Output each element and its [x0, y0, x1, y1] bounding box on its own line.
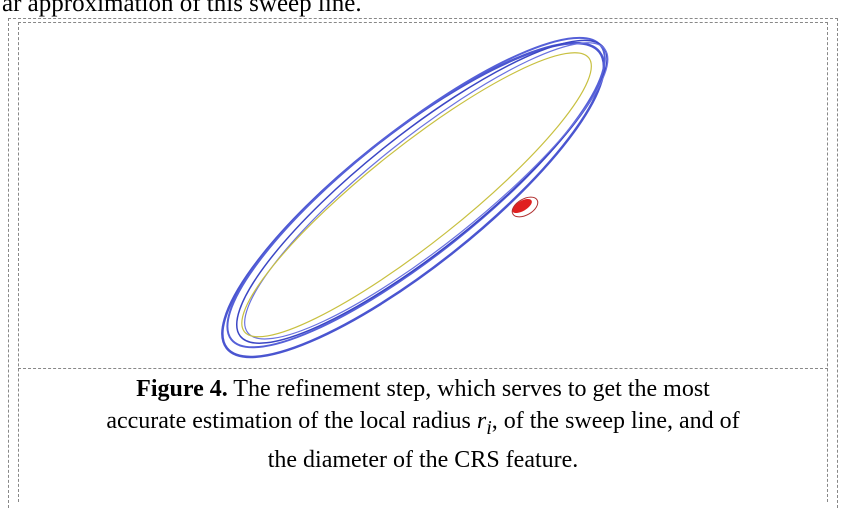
- caption-line: the diameter of the CRS feature.: [267, 446, 579, 473]
- caption-line: accurate estimation of the local radius …: [18, 405, 828, 444]
- separator: [18, 368, 828, 369]
- red-marker: [511, 196, 539, 218]
- figure-caption: Figure 4. The refinement step, which ser…: [18, 373, 828, 476]
- caption-text: , of the sweep line, and of: [491, 408, 740, 434]
- caption-text: accurate estimation of the local radius: [106, 408, 477, 434]
- caption-line: Figure 4. The refinement step, which ser…: [18, 373, 828, 405]
- figure-image: [221, 36, 609, 359]
- intro-text: ar approximation of this sweep line.: [2, 0, 362, 17]
- subscript: i: [486, 416, 492, 439]
- caption-text: The refinement step, which serves to get…: [233, 376, 710, 402]
- figure-label: Figure 4.: [136, 376, 228, 402]
- symbol: r: [476, 408, 487, 434]
- outer-frame: [8, 18, 838, 508]
- figure-frame: [18, 22, 828, 502]
